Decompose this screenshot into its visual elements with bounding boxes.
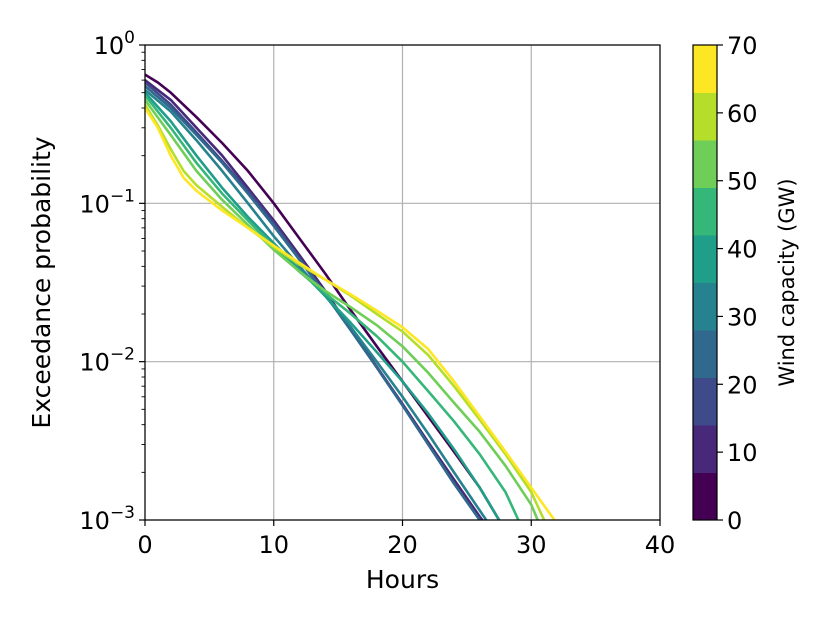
colorbar-segment	[693, 45, 717, 93]
series-line	[145, 73, 501, 520]
colorbar-tick-label: 60	[727, 100, 758, 128]
colorbar-segment	[693, 235, 717, 283]
series-line	[145, 98, 539, 520]
colorbar-tick-label: 30	[727, 303, 758, 331]
y-tick-label: 10−3	[79, 503, 135, 535]
x-tick-label: 0	[137, 531, 152, 559]
y-tick-label: 10−1	[79, 186, 135, 218]
colorbar-tick-label: 50	[727, 168, 758, 196]
colorbar-segment	[693, 377, 717, 426]
y-tick-label: 100	[94, 28, 135, 60]
colorbar-segment	[693, 472, 717, 521]
colorbar-segment	[693, 330, 717, 378]
colorbar: 0 10 20 30 40 50 60 70	[692, 32, 758, 535]
colorbar-tick-label: 40	[727, 236, 758, 264]
colorbar-label: Wind capacity (GW)	[775, 178, 799, 386]
colorbar-tick-label: 0	[727, 507, 742, 535]
x-axis-ticks: 0 10 20 30 40	[137, 520, 675, 559]
x-axis-label: Hours	[366, 565, 439, 594]
series-group	[145, 73, 556, 520]
colorbar-tick-label: 70	[727, 32, 758, 60]
x-tick-label: 10	[258, 531, 289, 559]
colorbar-segment	[693, 282, 717, 331]
x-tick-label: 40	[645, 531, 676, 559]
y-tick-label: 10−2	[79, 345, 135, 377]
colorbar-tick-label: 20	[727, 371, 758, 399]
colorbar-segment	[693, 92, 717, 141]
series-line	[145, 94, 520, 520]
x-tick-label: 30	[516, 531, 547, 559]
series-line	[145, 106, 556, 520]
colorbar-frame	[692, 44, 718, 521]
series-line	[145, 91, 501, 520]
x-tick-label: 20	[387, 531, 418, 559]
colorbar-segment	[693, 140, 717, 188]
colorbar-segment	[693, 187, 717, 236]
colorbar-tick-label: 10	[727, 439, 758, 467]
y-axis-ticks: 100 10−1 10−2 10−3	[79, 28, 145, 535]
series-line	[145, 84, 482, 520]
y-axis-label: Exceedance probability	[27, 136, 56, 428]
colorbar-segment	[693, 425, 717, 473]
